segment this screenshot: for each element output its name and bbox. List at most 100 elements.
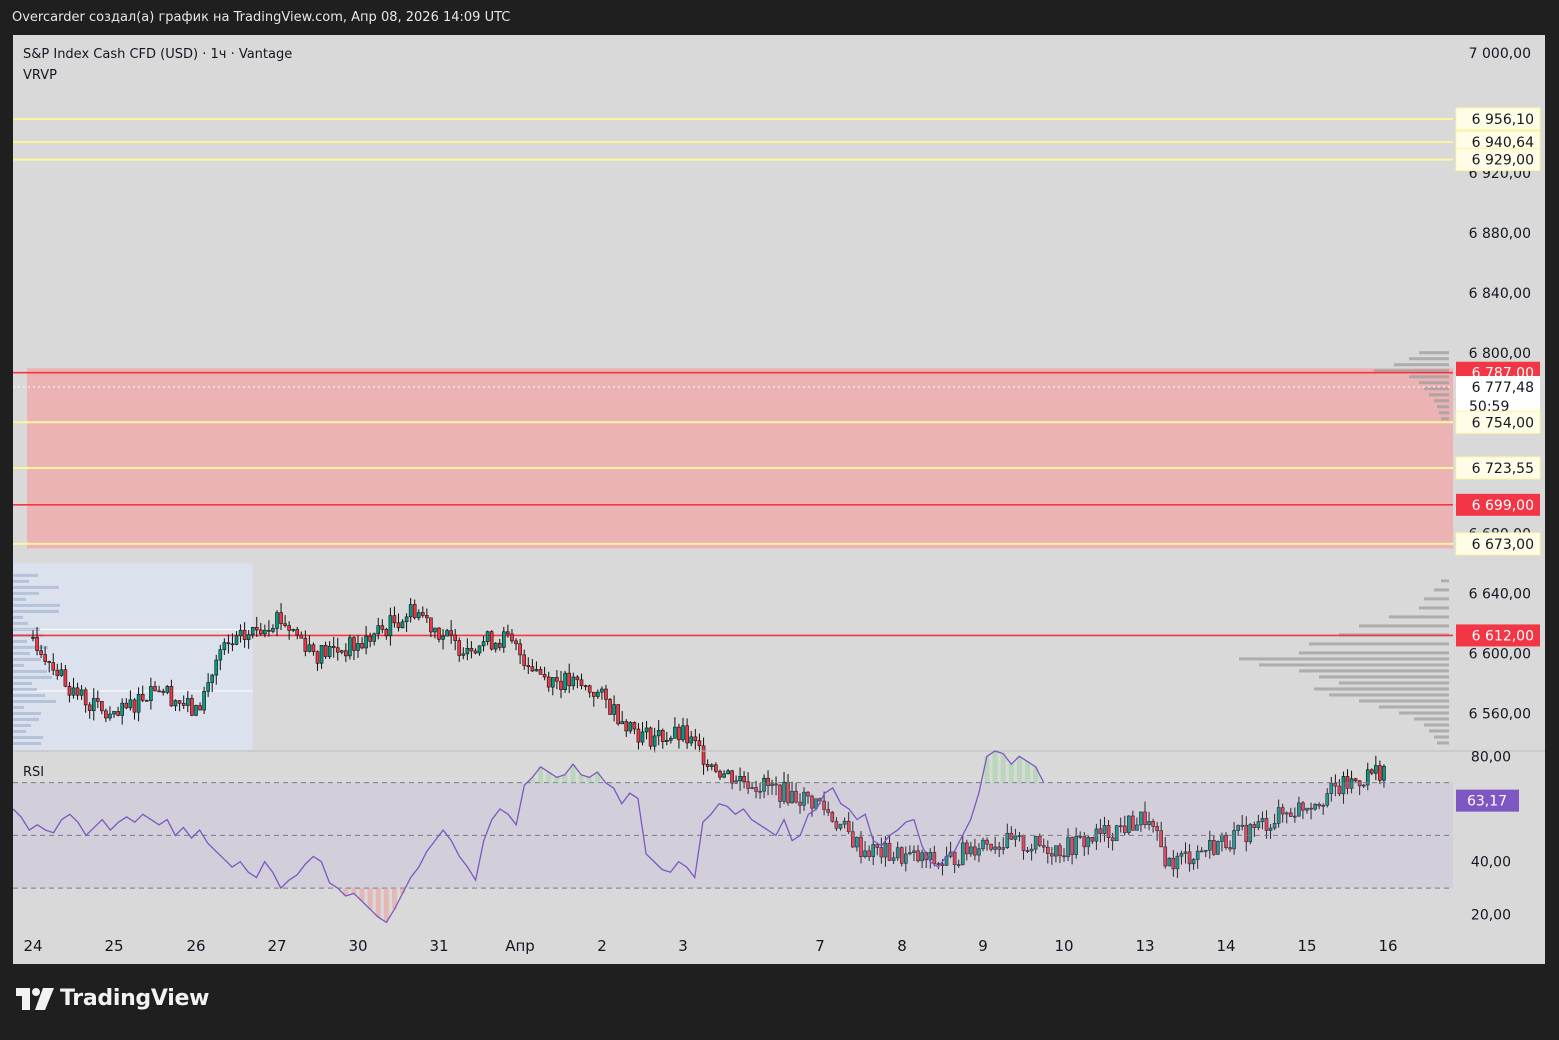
volume-profile-bar: [13, 645, 48, 649]
candle: [1131, 810, 1135, 831]
candle: [1013, 828, 1018, 847]
candle: [315, 650, 320, 671]
candle: [120, 698, 124, 725]
volume-profile-bar: [13, 705, 24, 709]
candle: [904, 846, 908, 872]
candle: [1025, 846, 1030, 854]
candle: [766, 770, 770, 796]
time-axis-tick: 16: [1378, 937, 1397, 955]
candle: [67, 681, 72, 703]
candle: [441, 629, 445, 650]
candle: [473, 648, 478, 655]
candle: [437, 627, 441, 643]
volume-profile-bar: [1441, 579, 1449, 583]
tradingview-brand[interactable]: TradingView: [16, 986, 209, 1011]
price-label[interactable]: 6 612,00: [1456, 624, 1540, 647]
volume-profile-bar: [1414, 717, 1449, 721]
candle: [238, 624, 243, 643]
candle: [400, 619, 405, 629]
candle: [1256, 814, 1261, 831]
candle: [981, 837, 985, 852]
candle: [542, 666, 547, 681]
candle: [161, 688, 165, 696]
candle: [1183, 842, 1188, 864]
candle: [1175, 852, 1180, 879]
candle: [327, 641, 332, 659]
time-axis[interactable]: 24 25 26 27 30 31 Апр 2 3 7 8 9 10 13 14 15 16: [23, 937, 1397, 955]
candle: [1195, 845, 1200, 869]
candle: [608, 698, 612, 715]
candle: [859, 831, 863, 864]
candle: [762, 774, 766, 799]
rsi-legend-label[interactable]: RSI: [23, 765, 44, 780]
time-axis-tick: 30: [348, 937, 367, 955]
rsi-axis-tick: 40,00: [1471, 855, 1511, 871]
candle: [559, 671, 563, 699]
volume-profile-bar: [13, 609, 59, 613]
time-axis-tick: Апр: [505, 937, 535, 955]
candle: [230, 633, 235, 652]
volume-profile-bar: [1359, 624, 1449, 628]
candle: [846, 812, 851, 835]
candle: [388, 607, 393, 646]
candle: [583, 684, 588, 691]
time-axis-tick: 9: [978, 937, 988, 955]
time-axis-tick: 8: [897, 937, 907, 955]
candle: [814, 798, 818, 811]
price-label[interactable]: 6 940,64: [1455, 130, 1541, 154]
candle: [55, 663, 60, 680]
legend-symbol[interactable]: S&P Index Cash CFD (USD) · 1ч · Vantage: [23, 47, 292, 62]
candle: [538, 666, 543, 675]
candle: [356, 635, 360, 658]
candle: [226, 634, 231, 654]
legend-indicator-vrvp[interactable]: VRVP: [23, 68, 57, 83]
candle: [1321, 803, 1325, 815]
candle: [1147, 811, 1151, 831]
candle: [75, 682, 80, 700]
candle: [100, 701, 104, 715]
candle: [1179, 850, 1184, 865]
volume-profile-bar: [1359, 699, 1449, 703]
price-label[interactable]: 6 723,55: [1455, 456, 1541, 480]
candle: [319, 644, 324, 669]
candle: [250, 626, 255, 639]
candle: [826, 801, 831, 816]
price-label[interactable]: 6 956,10: [1455, 107, 1541, 131]
candle: [1163, 837, 1168, 869]
rsi-layer: [13, 750, 1453, 924]
candle: [875, 843, 880, 856]
chart-canvas[interactable]: 7 000,006 920,006 880,006 840,006 800,00…: [13, 35, 1545, 964]
candle: [879, 837, 884, 864]
price-label[interactable]: 6 929,00: [1455, 148, 1541, 172]
time-axis-tick: 7: [815, 937, 825, 955]
candle: [1066, 828, 1070, 862]
candle: [1098, 819, 1103, 843]
rsi-line[interactable]: [13, 750, 1045, 924]
candle: [746, 772, 750, 795]
candle: [514, 638, 518, 651]
price-label[interactable]: 6 699,00: [1456, 493, 1540, 516]
candle: [969, 841, 973, 857]
candle: [1353, 777, 1358, 782]
candle: [169, 679, 174, 707]
candle: [709, 763, 714, 771]
candle: [449, 620, 453, 644]
rsi-current-label[interactable]: 63,17: [1456, 789, 1519, 812]
price-label[interactable]: 6 673,00: [1455, 532, 1541, 556]
candle: [1199, 847, 1204, 853]
candle: [1236, 824, 1240, 836]
candle: [181, 695, 186, 710]
volume-profile-bar: [13, 681, 32, 685]
candle: [1264, 810, 1269, 839]
chart-frame: 7 000,00 6 920,00 6 880,00 6 840,00 6 800,00…: [13, 35, 1545, 964]
volume-profile-bar: [13, 597, 26, 601]
volume-profile-bar: [13, 657, 41, 661]
candle: [465, 638, 470, 661]
supply-zone[interactable]: [27, 368, 1453, 549]
candle: [1090, 836, 1095, 844]
rsi-axis-tick: 20,00: [1471, 907, 1511, 923]
volume-profile-bar: [1434, 399, 1449, 403]
price-label[interactable]: 6 754,00: [1455, 410, 1541, 434]
rsi-oversold-fill: [343, 888, 406, 923]
